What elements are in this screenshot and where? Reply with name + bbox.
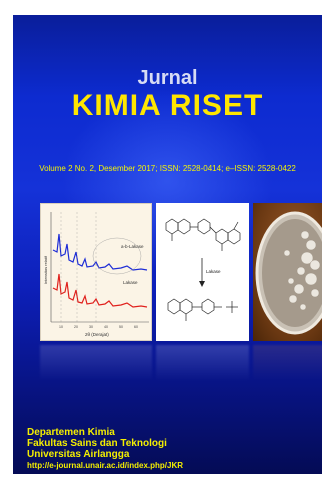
xrd-tick-40: 40	[104, 325, 108, 329]
journal-label: Jurnal	[137, 67, 198, 89]
journal-cover: Jurnal KIMIA RISET Volume 2 No. 2, Desem…	[13, 15, 322, 474]
reaction-scheme-image: Lakase	[156, 203, 249, 341]
journal-url-link[interactable]: http://e-journal.unair.ac.id/index.php/J…	[27, 461, 184, 470]
reflection-2	[156, 345, 249, 381]
publisher-block: Departemen Kimia Fakultas Sains dan Tekn…	[27, 427, 183, 471]
xrd-spectrum-image: a-b-Lakase Lakase 10 20 30 40 50 60 2θ (…	[40, 203, 152, 341]
reaction-arrow-label: Lakase	[206, 269, 221, 274]
reflection-1	[40, 345, 152, 381]
series-label-bottom: Lakase	[123, 280, 138, 285]
xrd-tick-60: 60	[134, 325, 138, 329]
xrd-tick-10: 10	[59, 325, 63, 329]
xrd-tick-30: 30	[89, 325, 93, 329]
petri-dish-image	[253, 203, 322, 341]
journal-title: KIMIA RISET	[71, 89, 264, 122]
reflection-3	[253, 345, 322, 381]
faculty-line: Fakultas Sains dan Teknologi	[27, 438, 167, 449]
xrd-tick-50: 50	[119, 325, 123, 329]
series-label-top: a-b-Lakase	[121, 244, 144, 249]
volume-issn-line: Volume 2 No. 2, Desember 2017; ISSN: 252…	[39, 164, 296, 173]
spectrum-line-red	[52, 273, 148, 308]
spectrum-line-blue	[52, 233, 148, 271]
xrd-y-label: Intensitas relatif	[43, 255, 48, 284]
xrd-axis-label: 2θ (Derajat)	[85, 332, 109, 337]
university-line: Universitas Airlangga	[27, 449, 130, 460]
department-line: Departemen Kimia	[27, 427, 115, 438]
xrd-tick-20: 20	[74, 325, 78, 329]
